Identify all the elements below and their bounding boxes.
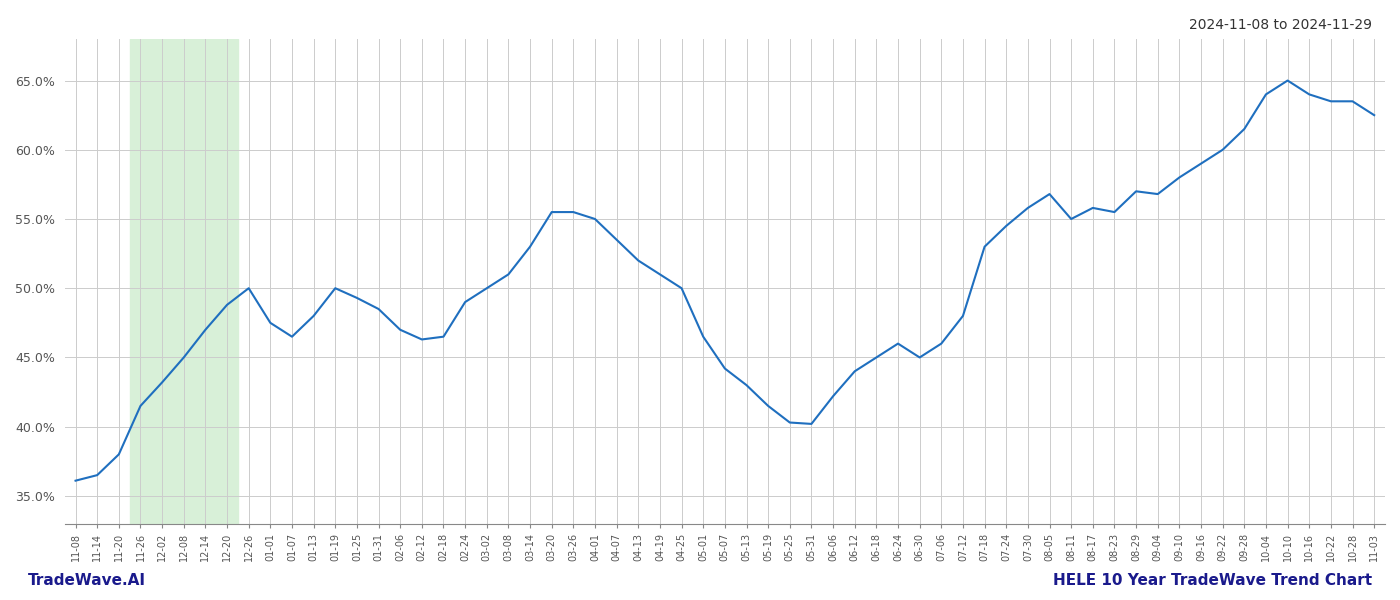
Text: 2024-11-08 to 2024-11-29: 2024-11-08 to 2024-11-29 [1189,18,1372,32]
Bar [130,39,238,524]
Text: TradeWave.AI: TradeWave.AI [28,573,146,588]
Text: HELE 10 Year TradeWave Trend Chart: HELE 10 Year TradeWave Trend Chart [1053,573,1372,588]
